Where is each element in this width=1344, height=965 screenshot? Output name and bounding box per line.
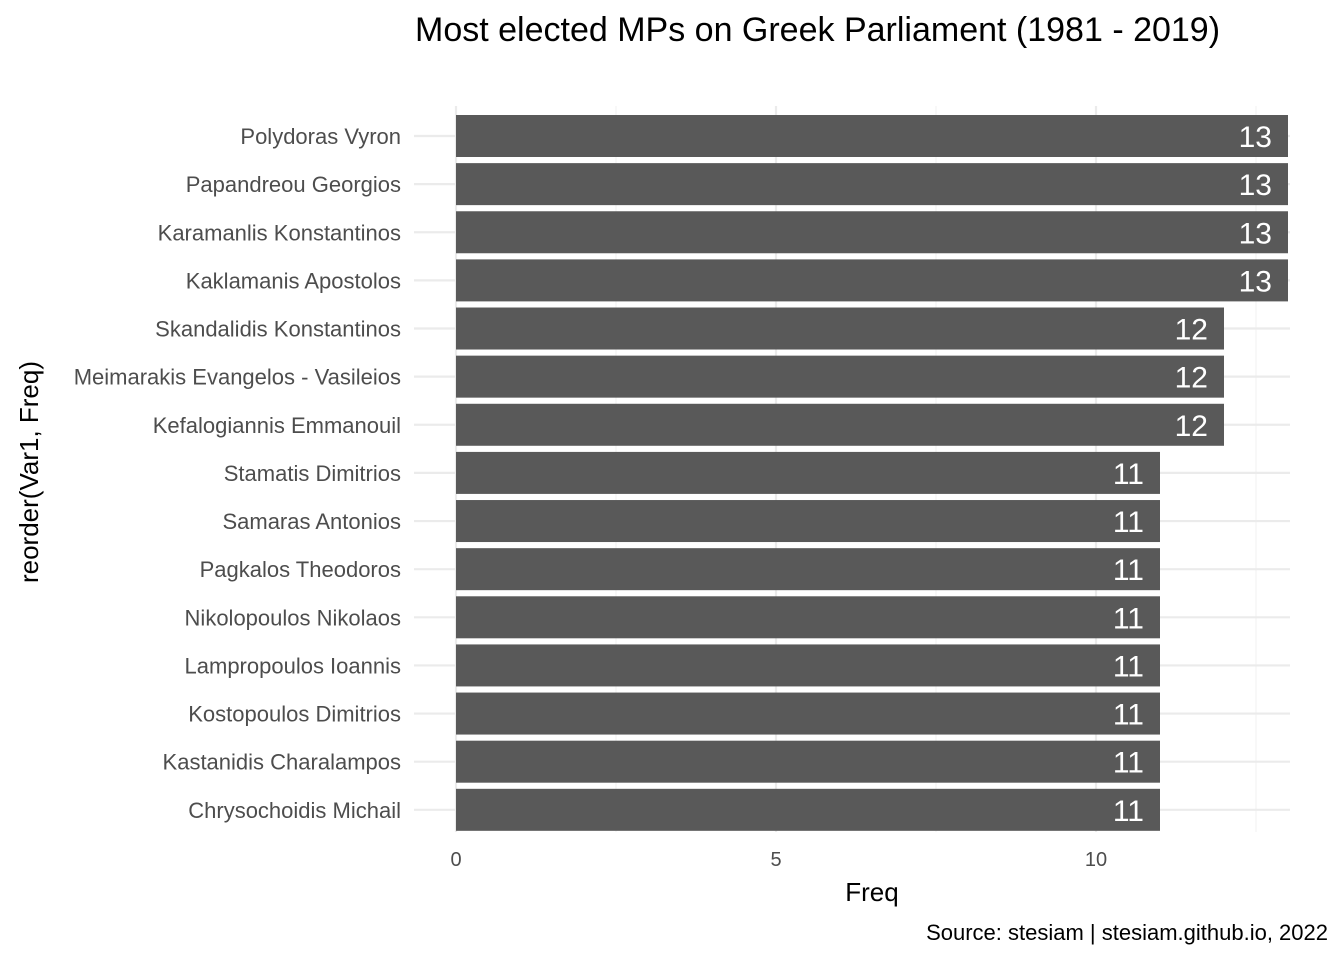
bar [456, 644, 1160, 687]
data-label: 11 [1113, 795, 1144, 828]
category-label: Kaklamanis Apostolos [186, 268, 401, 293]
bar [456, 403, 1224, 446]
category-label: Karamanlis Konstantinos [158, 220, 401, 245]
data-label: 11 [1113, 458, 1144, 491]
bar [456, 500, 1160, 543]
data-label: 11 [1113, 602, 1144, 635]
y-axis-title: reorder(Var1, Freq) [14, 361, 44, 583]
category-label: Chrysochoidis Michail [188, 798, 401, 823]
category-label: Pagkalos Theodoros [200, 557, 401, 582]
category-label: Skandalidis Konstantinos [155, 317, 401, 342]
x-tick-label: 10 [1085, 849, 1107, 871]
bar [456, 788, 1160, 831]
bars-layer [456, 115, 1288, 831]
data-label: 11 [1113, 506, 1144, 539]
labels-layer: Polydoras Vyron 13 Papandreou Georgios 13 Ka… [74, 121, 1272, 871]
bar [456, 596, 1160, 639]
bar [456, 451, 1160, 494]
data-label: 11 [1113, 699, 1144, 732]
chart-title: Most elected MPs on Greek Parliament (19… [415, 11, 1220, 49]
category-label: Kostopoulos Dimitrios [188, 702, 401, 727]
category-label: Nikolopoulos Nikolaos [185, 605, 401, 630]
bar [456, 692, 1160, 735]
bar [456, 548, 1160, 591]
bar [456, 115, 1288, 157]
category-label: Kefalogiannis Emmanouil [153, 413, 401, 438]
data-label: 12 [1175, 314, 1208, 347]
x-tick-label: 5 [770, 849, 781, 871]
category-label: Polydoras Vyron [240, 124, 401, 149]
bar [456, 259, 1288, 302]
category-label: Kastanidis Charalampos [163, 750, 401, 775]
x-tick-label: 0 [450, 849, 461, 871]
chart-caption: Source: stesiam | stesiam.github.io, 202… [926, 920, 1328, 945]
data-label: 13 [1239, 121, 1272, 154]
bar [456, 163, 1288, 206]
data-label: 13 [1239, 217, 1272, 250]
data-label: 11 [1113, 554, 1144, 587]
data-label: 12 [1175, 362, 1208, 395]
category-label: Lampropoulos Ioannis [185, 653, 401, 678]
category-label: Samaras Antonios [222, 509, 401, 534]
bar [456, 355, 1224, 398]
bar [456, 740, 1160, 783]
bar [456, 211, 1288, 254]
data-label: 13 [1239, 169, 1272, 202]
data-label: 12 [1175, 410, 1208, 443]
bar [456, 307, 1224, 350]
data-label: 11 [1113, 747, 1144, 780]
x-axis-title: Freq [845, 877, 898, 907]
data-label: 13 [1239, 265, 1272, 298]
category-label: Stamatis Dimitrios [224, 461, 401, 486]
data-label: 11 [1113, 650, 1144, 683]
category-label: Papandreou Georgios [186, 172, 401, 197]
category-label: Meimarakis Evangelos - Vasileios [74, 365, 401, 390]
